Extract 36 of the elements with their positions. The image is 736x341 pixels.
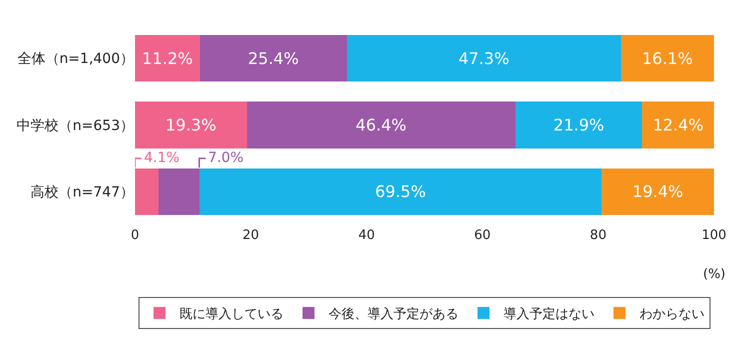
- data-label: 11.2%: [142, 48, 193, 68]
- data-label: 16.1%: [642, 48, 693, 68]
- bar: [246, 102, 516, 148]
- x-axis-title: (%): [703, 267, 726, 282]
- bar: [135, 35, 200, 82]
- bar: [602, 168, 714, 215]
- data-label: 25.4%: [248, 48, 299, 68]
- x-tick-label: 100: [702, 228, 726, 243]
- data-label: 19.3%: [165, 116, 216, 134]
- legend-label: 導入予定はない: [504, 307, 594, 322]
- y-tick-label: 中学校（n=653）: [16, 118, 134, 134]
- bar: [620, 35, 714, 82]
- legend-label: 既に導入している: [180, 307, 284, 322]
- data-label: 47.3%: [458, 48, 510, 68]
- data-label: 46.4%: [356, 116, 406, 134]
- data-label: 4.1%: [144, 150, 180, 166]
- legend-label: わからない: [640, 307, 704, 322]
- data-label: 69.5%: [375, 182, 426, 202]
- bar: [346, 35, 621, 82]
- x-tick-label: 20: [242, 228, 260, 243]
- y-tick-label: 全体（n=1,400）: [17, 51, 134, 68]
- bar: [200, 35, 347, 82]
- bar: [199, 168, 602, 215]
- bar: [135, 102, 247, 148]
- y-tick-label: 高校（n=747）: [30, 184, 134, 201]
- x-tick-label: 80: [590, 228, 606, 243]
- x-tick-label: 0: [130, 228, 140, 243]
- x-tick-label: 60: [474, 228, 491, 243]
- data-label: 19.4%: [632, 182, 684, 202]
- data-label: 7.0%: [208, 150, 244, 166]
- x-tick-label: 40: [358, 228, 375, 243]
- legend-label: 今後、導入予定がある: [328, 307, 458, 322]
- bar: [642, 102, 714, 148]
- data-label: 21.9%: [553, 116, 604, 134]
- bar: [515, 102, 642, 148]
- data-label: 12.4%: [652, 116, 704, 134]
